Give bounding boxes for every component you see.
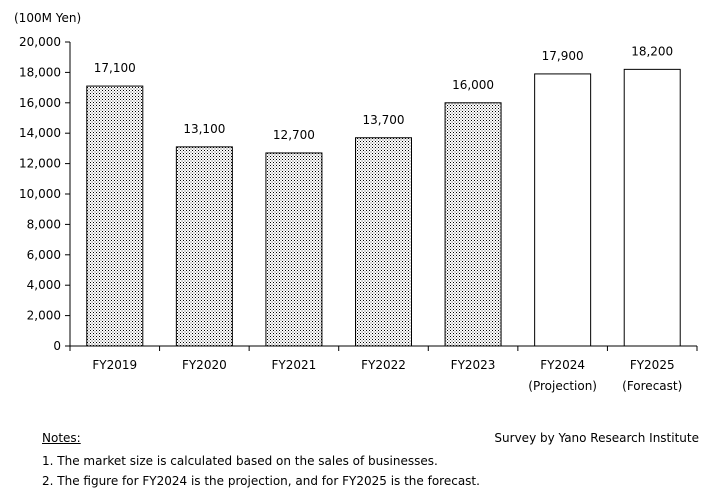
y-tick-label: 16,000: [19, 96, 61, 110]
note-item-1: 1. The market size is calculated based o…: [42, 454, 438, 468]
bar: [86, 85, 144, 347]
x-tick-label: FY2024: [540, 358, 585, 372]
x-tick-label: FY2020: [182, 358, 227, 372]
data-label: 13,100: [183, 122, 225, 136]
x-tick-label: FY2023: [451, 358, 496, 372]
notes-title: Notes:: [42, 431, 81, 445]
data-label: 12,700: [273, 128, 315, 142]
y-tick-label: 2,000: [27, 309, 61, 323]
y-tick-label: 10,000: [19, 187, 61, 201]
x-tick-label: FY2022: [361, 358, 406, 372]
note-item-2: 2. The figure for FY2024 is the projecti…: [42, 474, 480, 488]
bar: [534, 73, 592, 347]
bar: [175, 146, 233, 347]
source-label: Survey by Yano Research Institute: [494, 431, 699, 445]
y-tick-label: 8,000: [27, 217, 61, 231]
y-axis-unit-label: (100M Yen): [14, 11, 81, 25]
y-tick-label: 18,000: [19, 65, 61, 79]
y-tick-label: 4,000: [27, 278, 61, 292]
data-label: 18,200: [631, 44, 673, 58]
data-label: 16,000: [452, 78, 494, 92]
data-label: 13,700: [363, 113, 405, 127]
bar: [444, 102, 502, 347]
x-tick-label: FY2019: [92, 358, 137, 372]
bar: [623, 68, 681, 347]
y-tick-label: 14,000: [19, 126, 61, 140]
bar: [355, 137, 412, 347]
data-label: 17,900: [542, 49, 584, 63]
y-tick-label: 20,000: [19, 35, 61, 49]
x-tick-label: (Projection): [528, 379, 597, 393]
x-tick-label: FY2021: [272, 358, 317, 372]
bar: [265, 152, 323, 347]
x-tick-label: (Forecast): [622, 379, 682, 393]
bars: 17,100 13,100 12,700 13,700 16,000 17,900 18,2…: [86, 44, 681, 347]
x-axis: FY2019 FY2020 FY2021 FY2022 FY2023 FY2024 (Pro…: [69, 345, 698, 393]
y-tick-label: 12,000: [19, 157, 61, 171]
data-label: 17,100: [94, 61, 136, 75]
y-axis: 0 2,000 4,000 6,000 8,000 10,000 12,000 14,000 1…: [19, 35, 71, 353]
bar-chart: (100M Yen) 0 2,000 4,000 6,000 8,000 10,000 12…: [14, 11, 698, 393]
y-tick-label: 0: [53, 339, 61, 353]
y-tick-label: 6,000: [27, 248, 61, 262]
x-tick-label: FY2025: [630, 358, 675, 372]
